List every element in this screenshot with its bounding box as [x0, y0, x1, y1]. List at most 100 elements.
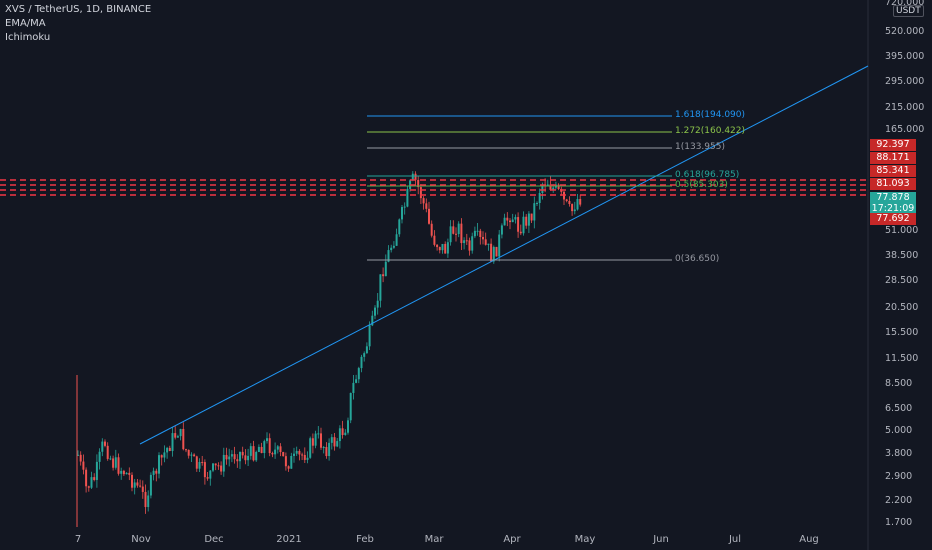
candle-body	[330, 437, 333, 443]
candle-body	[195, 456, 198, 469]
candle-body	[522, 216, 525, 234]
candle-body	[247, 455, 250, 461]
candle-body	[225, 454, 228, 460]
y-tick-label: 28.500	[885, 275, 919, 286]
symbol-title: XVS / TetherUS, 1D, BINANCE	[5, 4, 152, 15]
candle-body	[398, 219, 401, 235]
y-tick-label: 295.000	[885, 76, 925, 87]
candle-body	[287, 466, 290, 469]
candle-body	[149, 474, 152, 496]
y-tick-label: 520.000	[885, 26, 925, 37]
candle-body	[503, 217, 506, 226]
candle-body	[122, 470, 125, 475]
candle-body	[317, 433, 320, 435]
candle-body	[131, 474, 133, 488]
currency-badge[interactable]: USDT	[893, 5, 924, 17]
candle-body	[290, 455, 293, 469]
candle-body	[190, 454, 193, 456]
x-tick-label: Jun	[653, 534, 669, 545]
candle-body	[463, 240, 466, 244]
resistance-lines	[0, 179, 868, 196]
candle-body	[279, 446, 282, 453]
price-tag: 77.692	[870, 213, 916, 225]
y-tick-label: 8.500	[885, 378, 913, 389]
y-tick-label: 720.000	[885, 0, 925, 8]
candle-body	[212, 463, 214, 471]
y-tick-label: 2.200	[885, 495, 913, 506]
candle-body	[519, 231, 522, 234]
candle-body	[419, 187, 422, 199]
candle-body	[98, 451, 101, 462]
x-tick-label: Apr	[503, 534, 521, 545]
candle-body	[268, 438, 271, 454]
candle-body	[125, 472, 128, 475]
candle-body	[239, 451, 241, 462]
candle-body	[527, 213, 530, 226]
y-tick-label: 3.800	[885, 448, 913, 459]
candle-body	[147, 495, 150, 508]
candle-body	[390, 247, 393, 251]
candle-body	[387, 250, 390, 262]
candle-body	[155, 470, 158, 474]
candles	[76, 171, 582, 527]
candle-body	[357, 368, 360, 380]
candle-body	[546, 184, 549, 187]
candle-body	[222, 454, 225, 472]
x-tick-label: Aug	[799, 534, 819, 545]
candle-body	[249, 446, 252, 456]
fib-level-label: 0.618(96.785)	[675, 170, 740, 180]
y-tick-label: 2.900	[885, 471, 913, 482]
x-tick-label: Feb	[356, 534, 374, 545]
fib-level-label: 1.618(194.090)	[675, 110, 746, 120]
y-tick-label: 6.500	[885, 403, 913, 414]
candle-body	[374, 307, 376, 316]
candle-body	[333, 437, 336, 447]
candle-body	[468, 240, 471, 251]
candle-body	[401, 207, 403, 220]
x-tick-label: Jul	[728, 534, 742, 545]
candle-body	[139, 485, 142, 487]
candle-body	[565, 199, 568, 202]
candle-body	[117, 457, 120, 474]
x-tick-label: Dec	[204, 534, 224, 545]
candle-body	[376, 300, 379, 308]
candle-body	[152, 470, 155, 475]
candle-body	[128, 472, 131, 475]
candle-body	[301, 454, 304, 456]
candle-body	[525, 216, 528, 226]
candle-body	[514, 217, 517, 220]
candle-body	[538, 193, 541, 204]
fib-level-label: 0(36.650)	[675, 254, 720, 264]
candle-body	[187, 449, 190, 456]
candle-body	[90, 477, 93, 488]
candle-body	[203, 462, 206, 478]
price-tag: 77.878 17:21:09	[870, 192, 916, 214]
indicator-ichimoku[interactable]: Ichimoku	[5, 32, 51, 43]
x-tick-label: 7	[74, 534, 82, 545]
candle-body	[336, 441, 339, 447]
candle-body	[284, 456, 287, 467]
candle-body	[576, 199, 579, 210]
candle-body	[509, 220, 511, 223]
candle-body	[444, 243, 447, 254]
candle-body	[441, 243, 444, 251]
candle-body	[185, 449, 187, 451]
candle-body	[552, 187, 555, 190]
candle-body	[144, 491, 147, 508]
candle-body	[166, 447, 169, 453]
candle-body	[452, 226, 455, 234]
candle-body	[266, 438, 268, 442]
fib-level-label: 1(133.955)	[675, 142, 725, 152]
candle-body	[482, 236, 484, 240]
candle-body	[344, 432, 347, 436]
candle-body	[379, 274, 382, 301]
candle-body	[309, 438, 312, 458]
candle-body	[295, 450, 298, 454]
indicator-ema-ma[interactable]: EMA/MA	[5, 18, 46, 29]
candle-body	[114, 457, 117, 468]
candle-body	[498, 234, 501, 257]
candle-body	[217, 465, 220, 467]
candle-body	[495, 246, 498, 257]
candle-body	[112, 458, 115, 468]
